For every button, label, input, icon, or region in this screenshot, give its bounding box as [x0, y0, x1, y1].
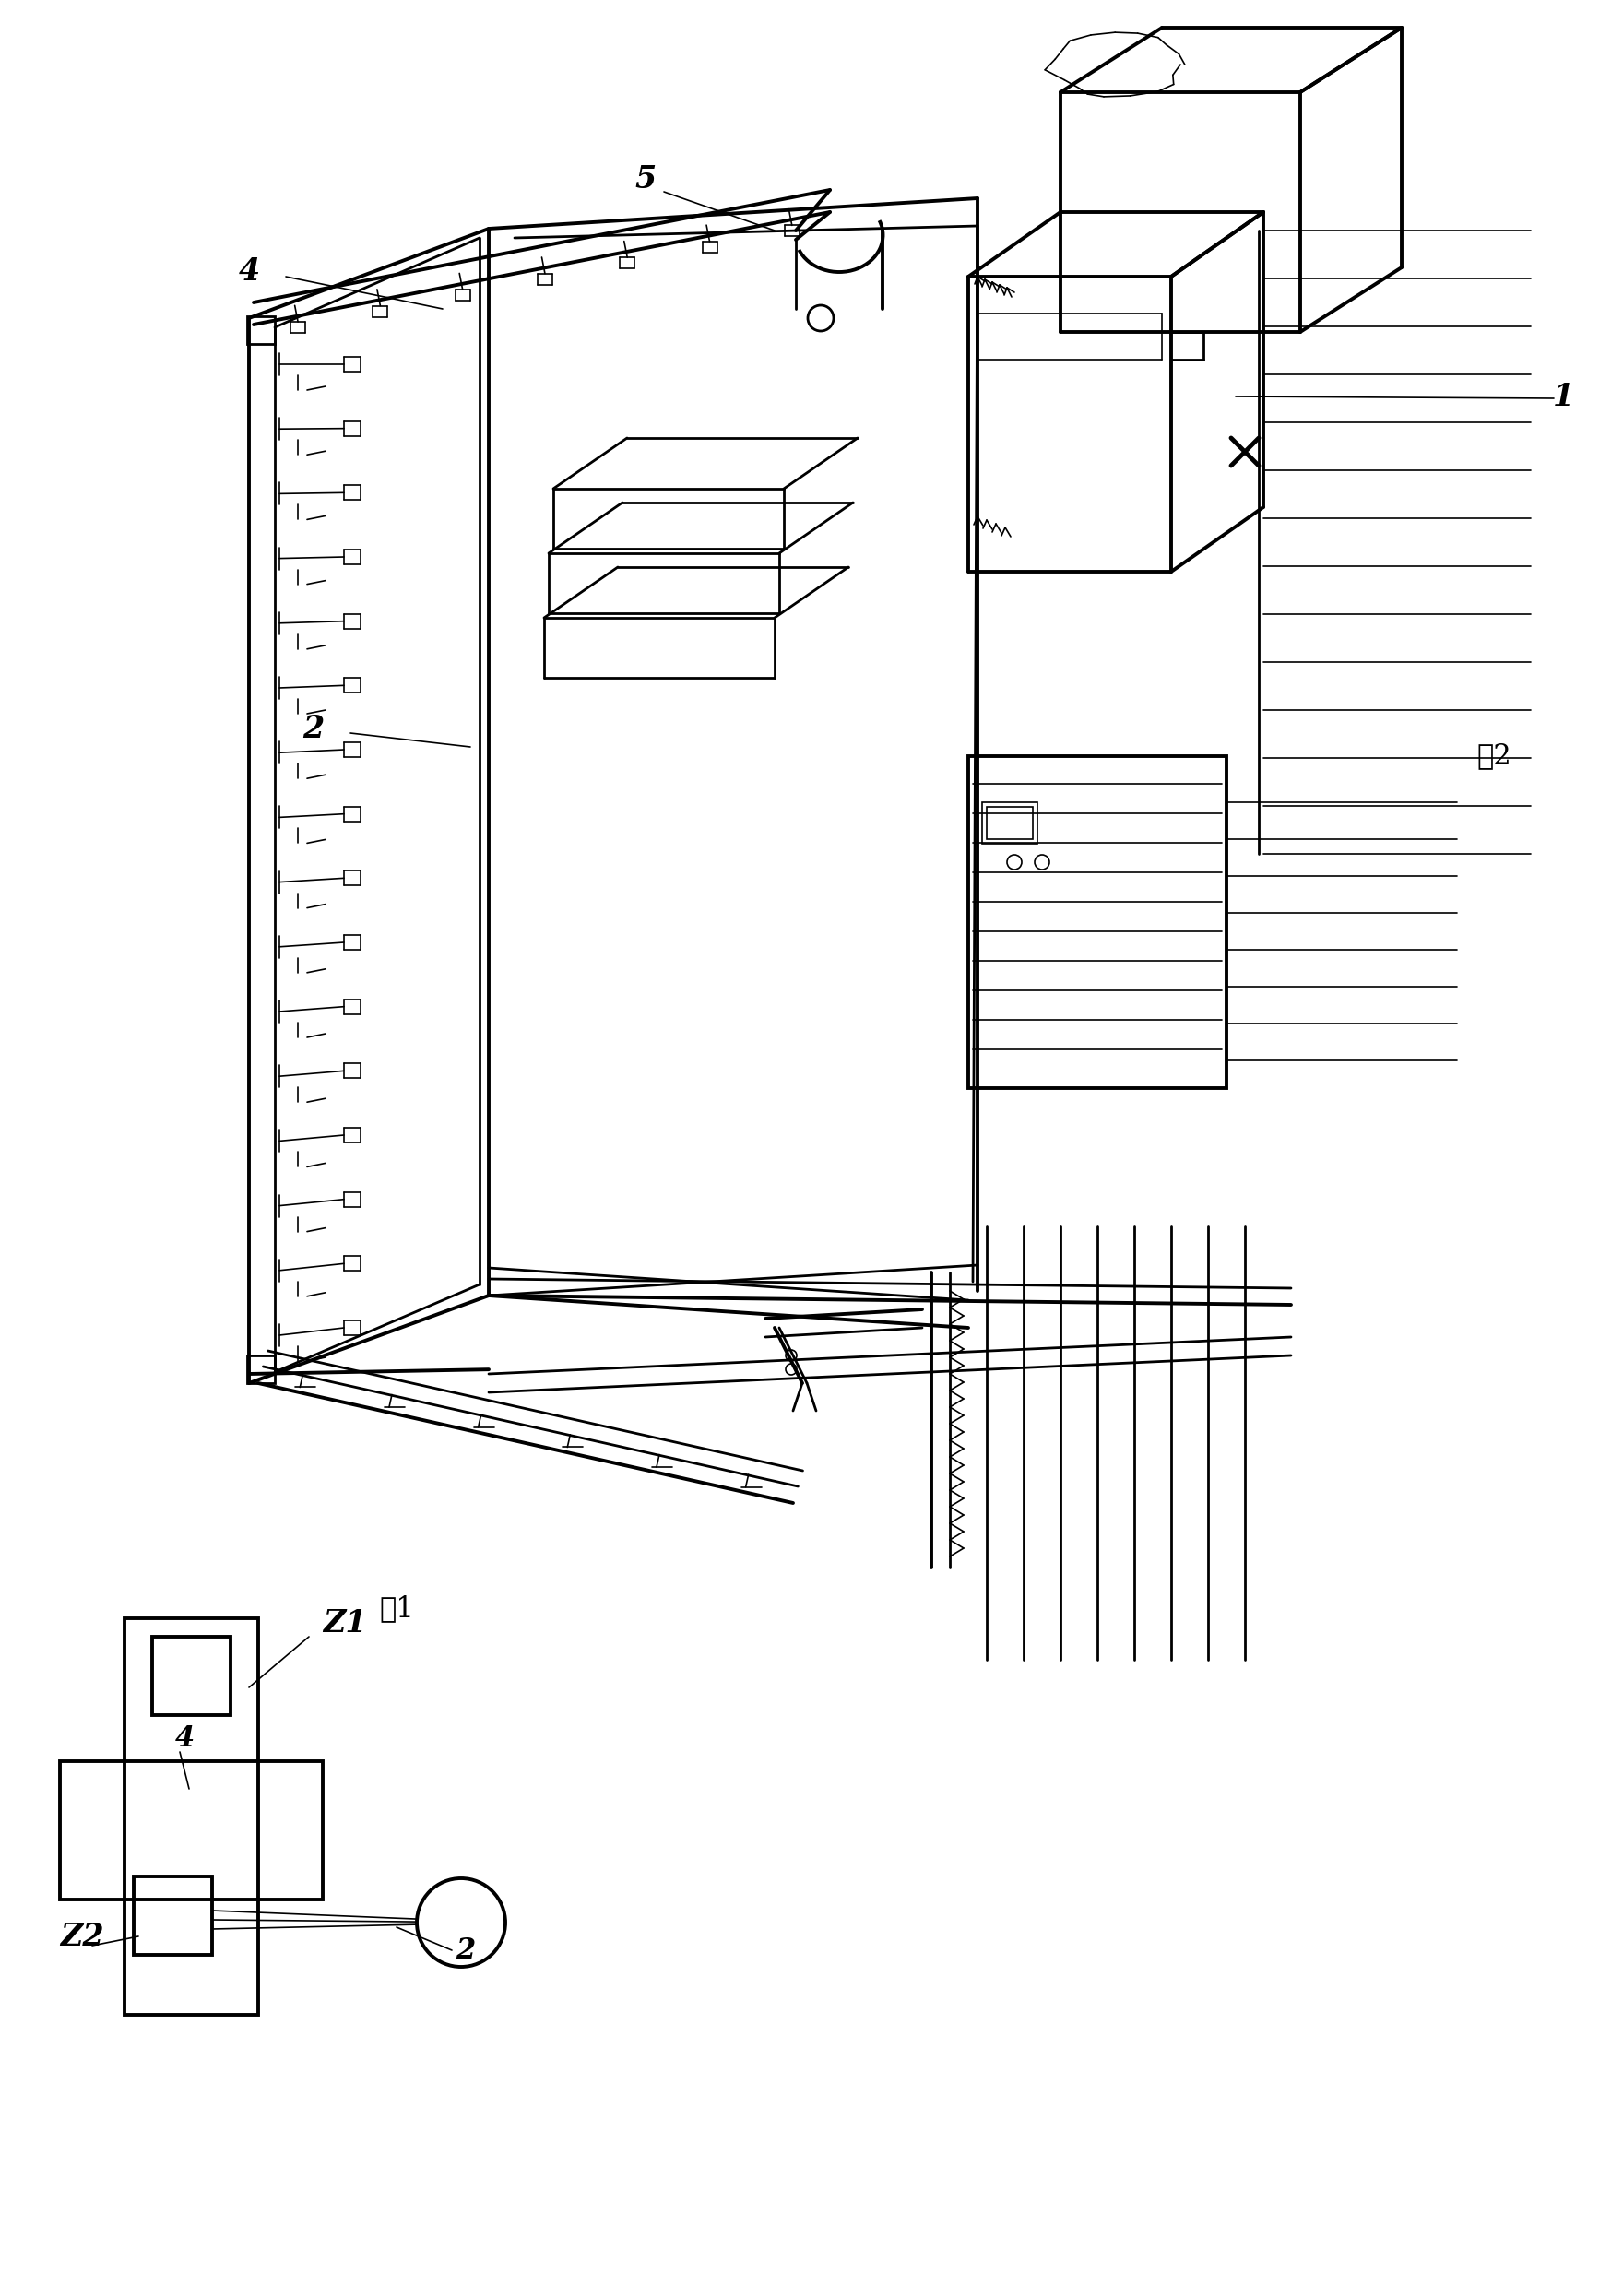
Bar — [133, 1876, 213, 1954]
Text: 5: 5 — [635, 165, 656, 195]
Bar — [60, 1761, 323, 1899]
Text: 1: 1 — [1552, 381, 1574, 411]
Text: 2: 2 — [456, 1936, 476, 1965]
Text: 图2: 图2 — [1477, 742, 1511, 771]
Text: Z1: Z1 — [323, 1607, 367, 1637]
Bar — [125, 1619, 258, 2016]
Bar — [247, 317, 274, 344]
Bar — [153, 1637, 230, 1715]
Text: 图1: 图1 — [380, 1596, 414, 1623]
Bar — [982, 801, 1037, 843]
Bar — [987, 806, 1032, 838]
Text: Z2: Z2 — [60, 1922, 104, 1952]
Bar — [969, 755, 1227, 1088]
Bar — [247, 1355, 274, 1382]
Text: 2: 2 — [304, 714, 325, 744]
Text: 4: 4 — [239, 257, 260, 287]
Text: 4: 4 — [175, 1724, 195, 1752]
